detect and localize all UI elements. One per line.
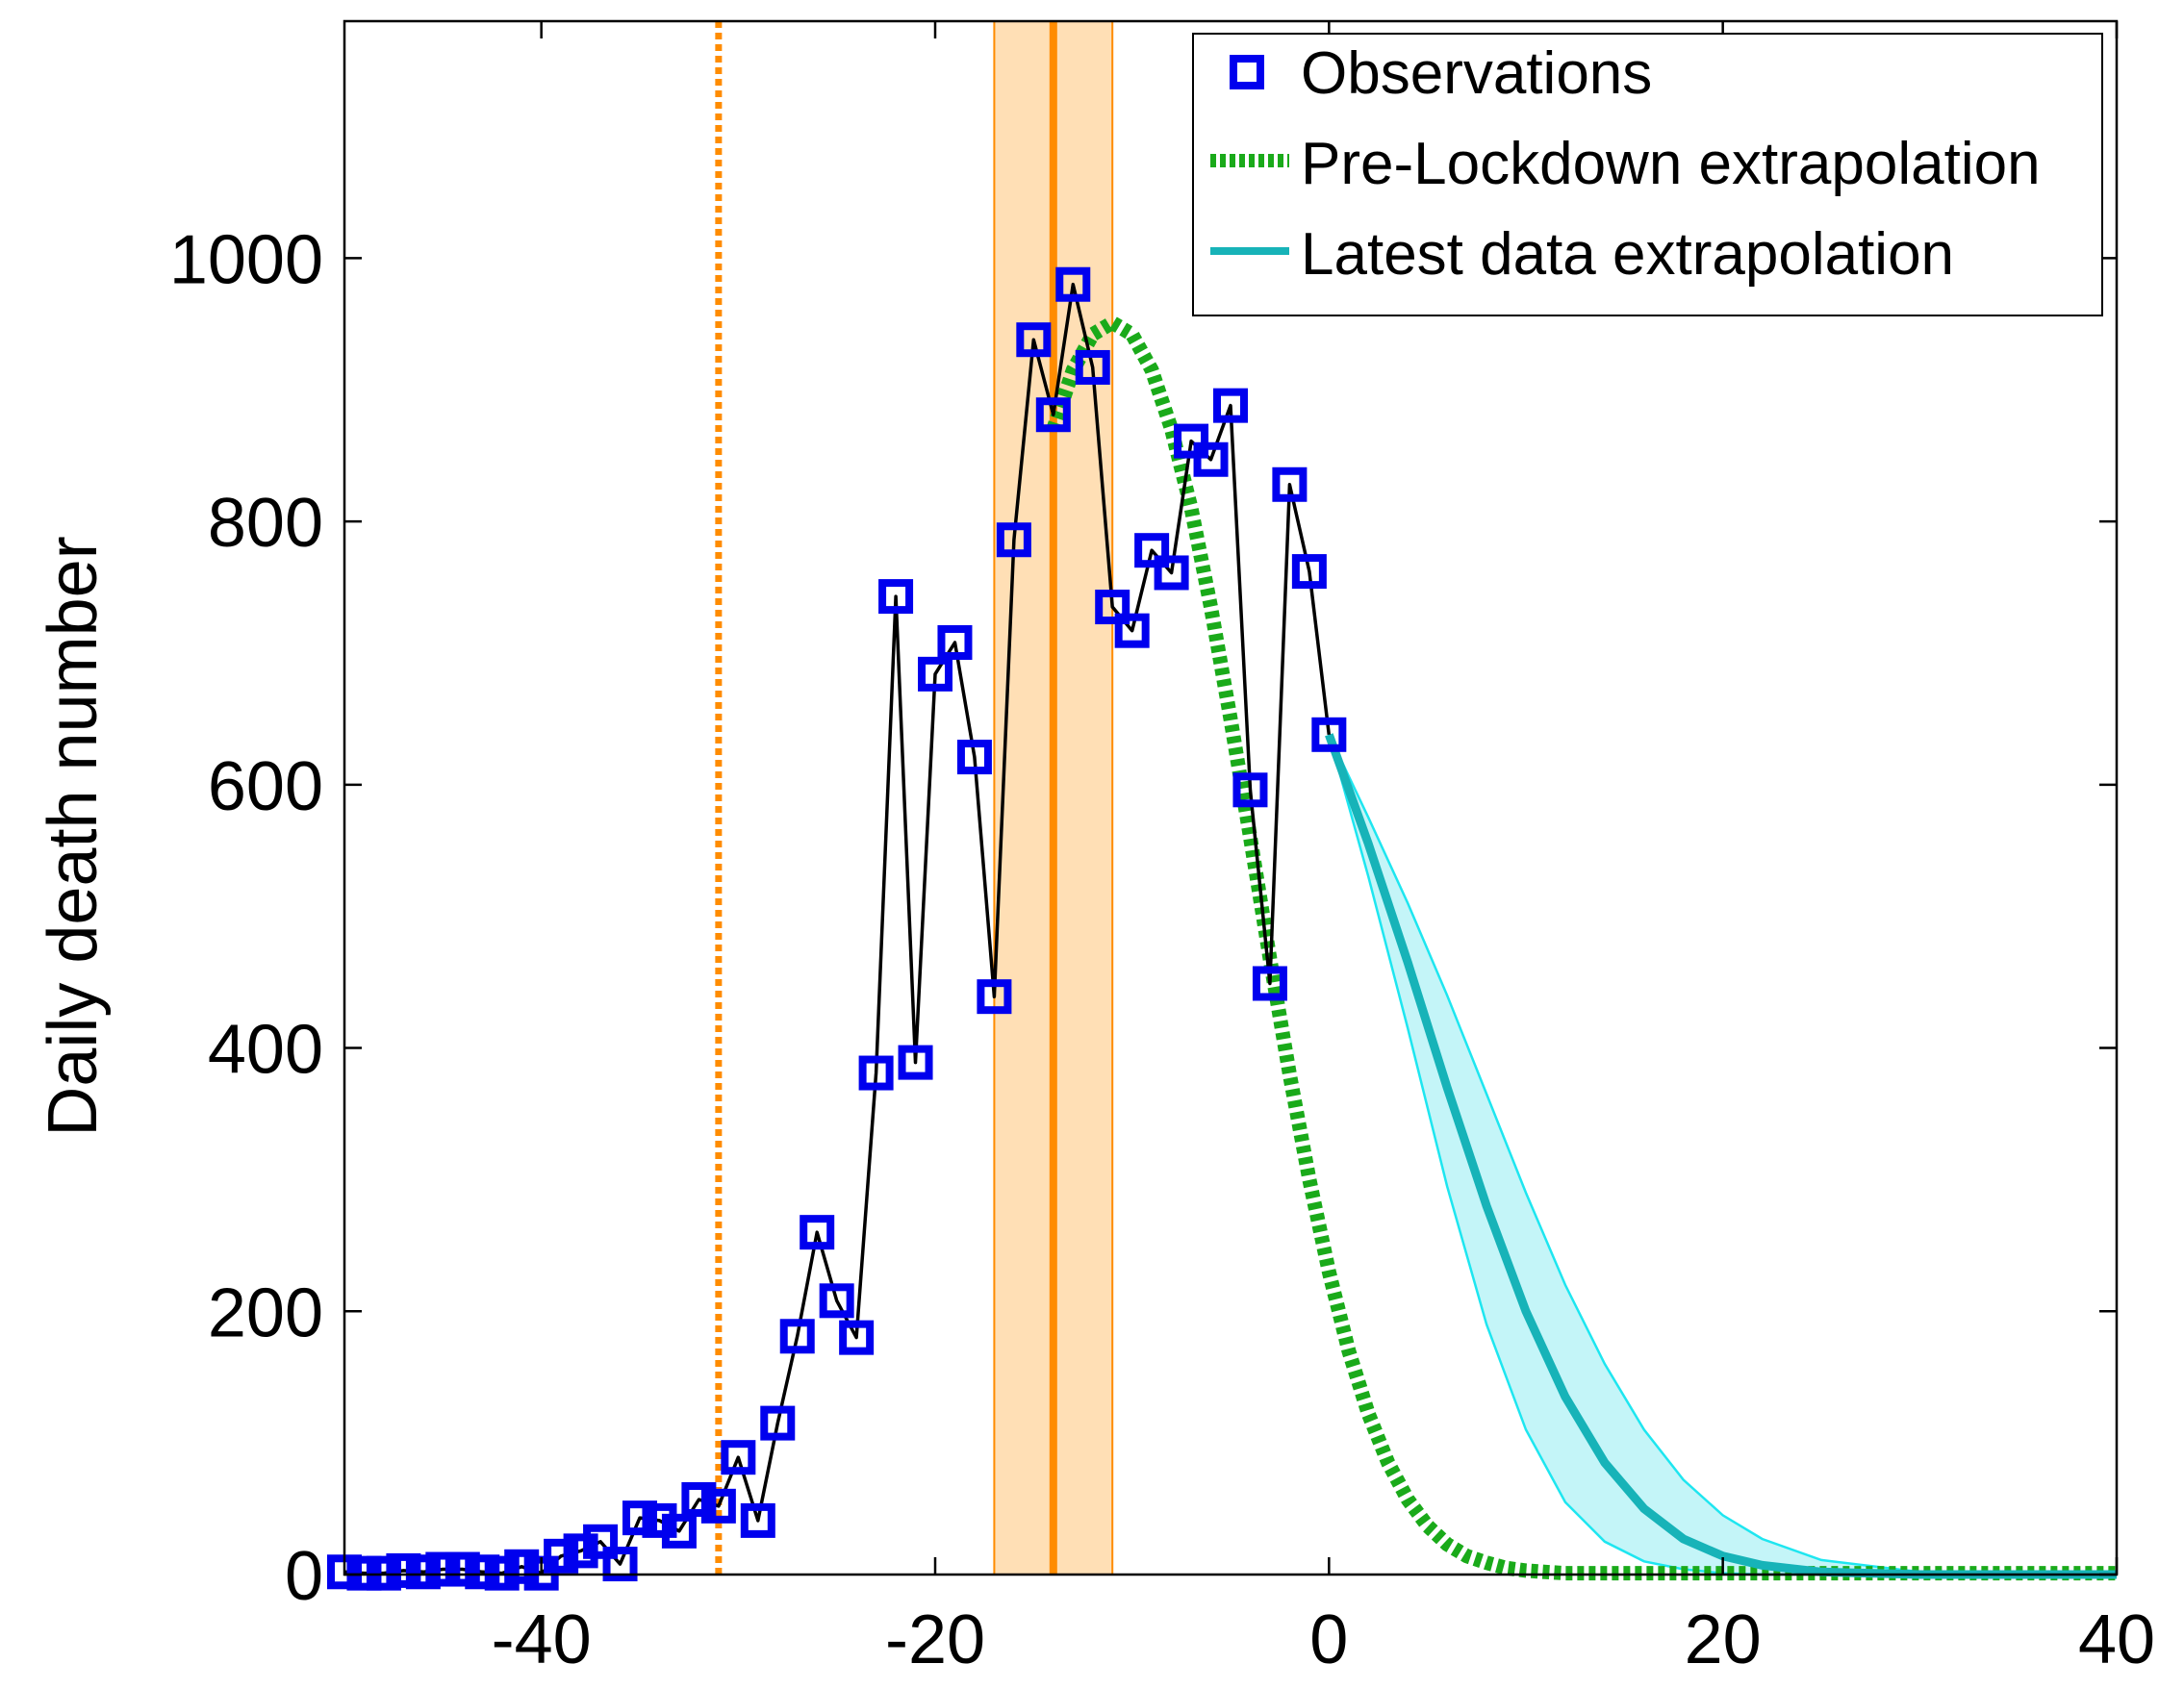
- legend-label-observations: Observations: [1301, 40, 1652, 107]
- observation-marker: [563, 1533, 598, 1569]
- legend-box: [1192, 33, 2103, 316]
- observation-marker: [1311, 717, 1347, 752]
- y-tick-label: 600: [208, 748, 323, 825]
- observation-marker: [721, 1440, 756, 1475]
- x-tick-label: 0: [1309, 1601, 1348, 1678]
- y-tick-label: 400: [208, 1012, 323, 1089]
- observation-marker: [977, 979, 1012, 1015]
- observation-marker: [878, 579, 914, 615]
- observation-marker: [779, 1319, 815, 1354]
- y-tick-label: 800: [208, 485, 323, 562]
- observation-marker: [839, 1320, 875, 1355]
- observation-marker: [1055, 266, 1091, 302]
- observation-marker: [465, 1554, 500, 1590]
- observation-marker: [1035, 397, 1071, 433]
- observation-marker: [918, 656, 952, 692]
- x-tick-label: -20: [885, 1601, 985, 1678]
- observation-marker: [1174, 423, 1209, 459]
- observation-marker: [602, 1547, 638, 1582]
- observation-marker: [858, 1055, 894, 1091]
- observation-marker: [1075, 349, 1110, 385]
- observation-marker: [1134, 533, 1170, 568]
- latest-band-fill: [1329, 734, 2117, 1575]
- observation-marker: [956, 740, 992, 775]
- observation-marker: [622, 1500, 657, 1536]
- legend-label-pre-lockdown: Pre-Lockdown extrapolation: [1301, 131, 2041, 197]
- x-tick-label: 20: [1685, 1601, 1762, 1678]
- observation-marker: [1232, 772, 1268, 808]
- observation-marker: [700, 1488, 736, 1524]
- pre-lockdown-extrapolation-line: [1046, 314, 2117, 1581]
- observation-marker: [937, 625, 973, 660]
- observation-marker: [681, 1481, 717, 1517]
- x-tick-label: 40: [2078, 1601, 2155, 1678]
- observation-marker: [444, 1551, 480, 1587]
- lockdown-bands: [715, 20, 1114, 1576]
- observation-marker: [1114, 613, 1150, 648]
- legend-observations-marker: [1230, 55, 1264, 89]
- observation-marker: [1252, 966, 1287, 1001]
- observation-marker: [898, 1045, 933, 1080]
- observation-marker: [346, 1555, 382, 1591]
- observation-marker: [386, 1552, 421, 1588]
- observation-marker: [661, 1513, 697, 1549]
- observation-marker: [740, 1502, 775, 1538]
- observation-markers: [327, 266, 1347, 1591]
- y-axis-label: Daily death number: [35, 536, 112, 1136]
- legend: Observations Pre-Lockdown extrapolation …: [1192, 33, 2103, 316]
- observation-marker: [366, 1555, 401, 1591]
- legend-label-latest: Latest data extrapolation: [1301, 221, 1954, 288]
- x-tick-label: -40: [492, 1601, 592, 1678]
- y-tick-label: 1000: [169, 221, 323, 298]
- observation-marker: [1213, 388, 1248, 423]
- observation-marker: [996, 522, 1031, 558]
- observation-marker: [1016, 322, 1052, 358]
- observation-marker: [425, 1551, 461, 1587]
- observation-marker: [1193, 441, 1229, 477]
- observation-marker: [544, 1538, 579, 1574]
- observation-marker: [1291, 554, 1327, 590]
- observation-marker: [484, 1555, 520, 1591]
- observation-marker: [583, 1524, 619, 1559]
- observation-marker: [760, 1405, 796, 1441]
- observation-marker: [1095, 590, 1130, 625]
- observation-marker: [819, 1283, 854, 1319]
- latest-data-extrapolation-line: [1325, 733, 2117, 1579]
- observation-marker: [405, 1554, 441, 1590]
- observation-marker: [1154, 555, 1189, 591]
- y-tick-label: 200: [208, 1274, 323, 1351]
- observation-marker: [800, 1215, 835, 1250]
- plot-area-border: [343, 19, 2119, 1576]
- observation-marker: [1272, 466, 1308, 502]
- y-tick-label: 0: [285, 1538, 323, 1615]
- observation-marker: [504, 1549, 540, 1584]
